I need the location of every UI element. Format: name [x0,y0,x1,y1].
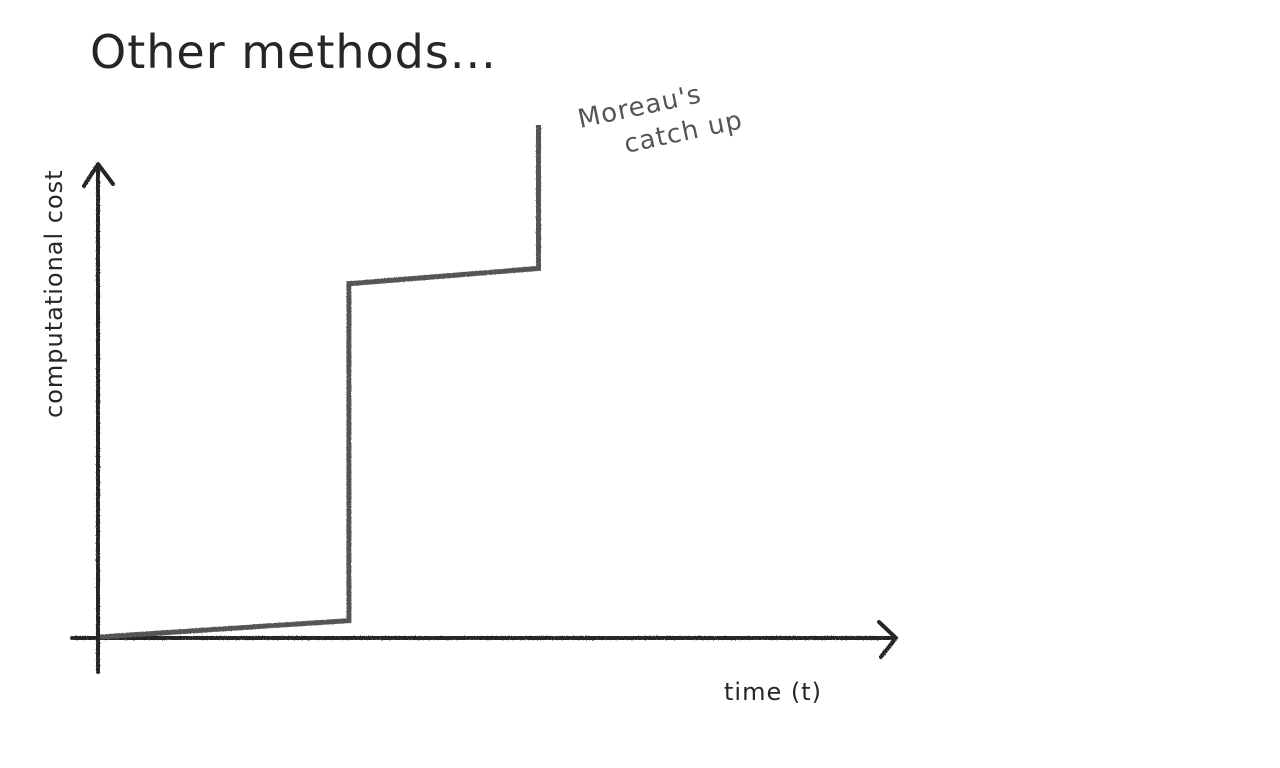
series-line-1 [99,125,541,640]
y-axis-label: computational cost [40,169,68,418]
annotation: Moreau's catch up [575,79,745,159]
axes [70,162,898,674]
y-axis-arrowhead [82,162,115,188]
x-axis-arrowhead [877,620,898,659]
chart-title: Other methods... [90,25,497,79]
series-layer [99,125,541,640]
x-axis-label: time (t) [724,678,822,706]
